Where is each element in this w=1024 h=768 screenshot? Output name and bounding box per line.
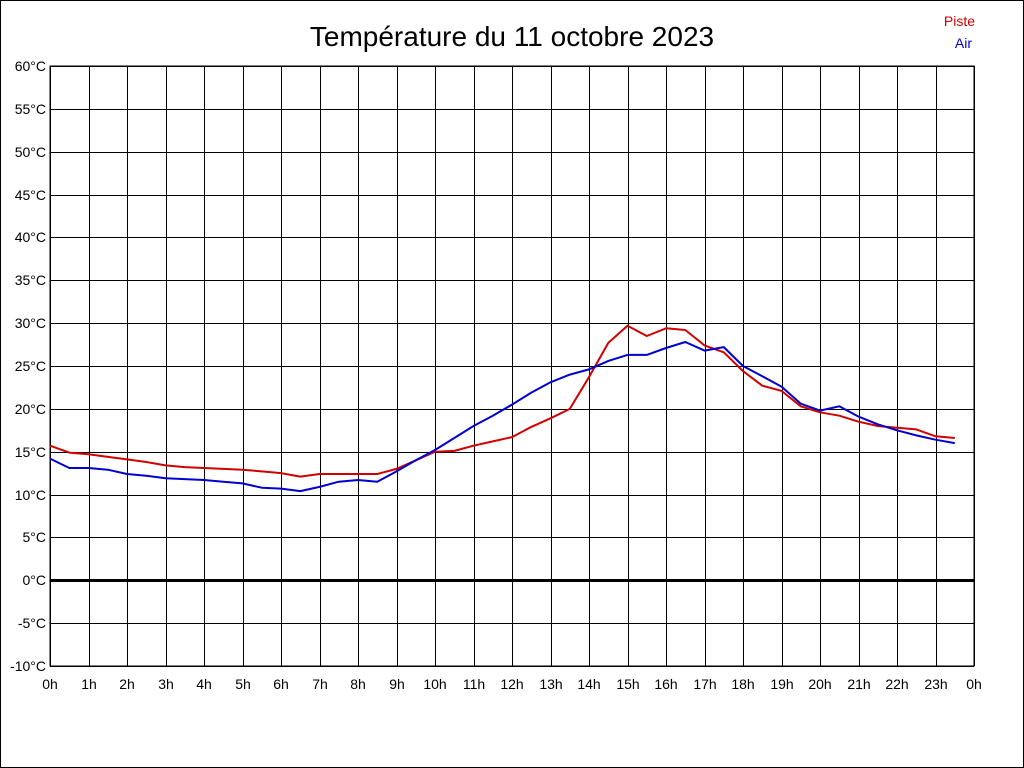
y-tick-label: 35°C <box>15 272 46 288</box>
y-tick-label: 50°C <box>15 144 46 160</box>
x-tick-label: 22h <box>885 676 908 692</box>
y-tick-label: 15°C <box>15 444 46 460</box>
x-tick-label: 13h <box>539 676 562 692</box>
x-tick-label: 0h <box>966 676 982 692</box>
x-tick-label: 4h <box>196 676 212 692</box>
x-tick-label: 8h <box>350 676 366 692</box>
x-tick-label: 2h <box>119 676 135 692</box>
x-tick-label: 16h <box>654 676 677 692</box>
y-tick-label: 25°C <box>15 358 46 374</box>
x-tick-label: 1h <box>81 676 97 692</box>
x-tick-label: 19h <box>770 676 793 692</box>
series-line-piste <box>49 324 955 478</box>
y-tick-label: 60°C <box>15 58 46 74</box>
y-tick-label: -10°C <box>10 658 46 674</box>
x-tick-label: 15h <box>616 676 639 692</box>
x-tick-label: 17h <box>693 676 716 692</box>
x-tick-label: 12h <box>500 676 523 692</box>
x-tick-label: 0h <box>42 676 58 692</box>
x-tick-label: 18h <box>731 676 754 692</box>
x-tick-label: 20h <box>808 676 831 692</box>
x-tick-label: 3h <box>158 676 174 692</box>
y-tick-label: 55°C <box>15 101 46 117</box>
axes: 0h 1h 2h 3h 4h 5h 6h 7h 8h 9h 10h 11h 12h 13h 14h 15h 16… <box>10 58 982 692</box>
y-tick-label: 30°C <box>15 315 46 331</box>
x-tick-label: 21h <box>847 676 870 692</box>
x-tick-label: 9h <box>389 676 405 692</box>
y-tick-label: 10°C <box>15 487 46 503</box>
chart-title: Température du 11 octobre 2023 <box>310 21 714 52</box>
x-tick-label: 23h <box>924 676 947 692</box>
y-tick-label: 0°C <box>23 572 47 588</box>
x-tick-label: 5h <box>235 676 251 692</box>
x-tick-label: 10h <box>423 676 446 692</box>
legend: Piste Air <box>944 13 975 51</box>
x-tick-label: 11h <box>463 676 485 692</box>
series-lines <box>49 324 955 493</box>
y-tick-label: 20°C <box>15 401 46 417</box>
x-tick-label: 7h <box>312 676 328 692</box>
legend-entry-piste: Piste <box>944 13 975 29</box>
y-tick-label: 45°C <box>15 187 46 203</box>
x-tick-label: 6h <box>273 676 289 692</box>
x-tick-label: 14h <box>577 676 600 692</box>
series-line-air <box>49 341 955 493</box>
y-tick-label: 5°C <box>23 529 47 545</box>
grid <box>49 65 975 667</box>
y-tick-label: 40°C <box>15 229 46 245</box>
legend-entry-air: Air <box>955 35 972 51</box>
y-tick-label: -5°C <box>18 615 46 631</box>
